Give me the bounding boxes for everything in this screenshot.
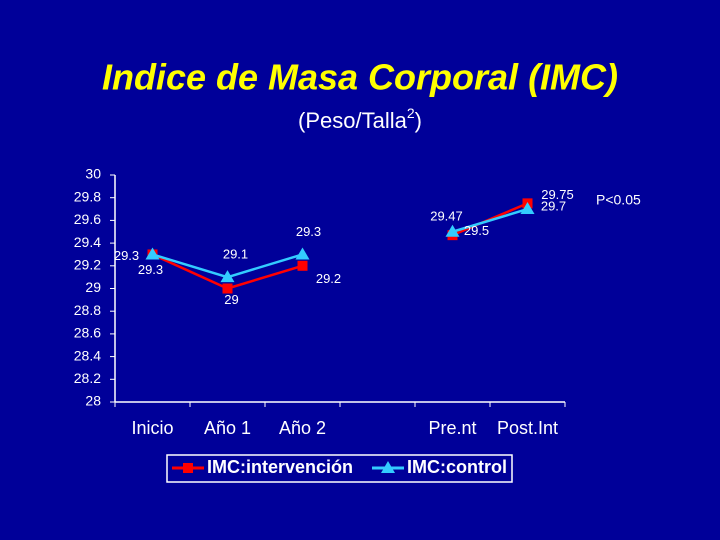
data-label: 29.7 — [541, 198, 566, 213]
legend-label: IMC:intervención — [207, 457, 353, 477]
point — [222, 283, 233, 294]
y-tick-label: 28.4 — [74, 347, 101, 363]
data-label: 29.2 — [316, 271, 341, 286]
data-label: 29 — [224, 292, 238, 307]
y-tick-label: 28.2 — [74, 370, 101, 386]
y-tick-label: 30 — [85, 166, 101, 182]
x-tick-label: Post.Int — [497, 418, 558, 438]
series-line — [452, 207, 528, 233]
point — [295, 247, 310, 260]
data-label: 29.3 — [114, 248, 139, 263]
y-tick-label: 29.4 — [74, 234, 101, 250]
annotation: P<0.05 — [596, 192, 641, 208]
data-label: 29.75 — [541, 187, 574, 202]
data-label: 29.47 — [430, 209, 463, 224]
point — [145, 247, 160, 260]
y-tick-label: 29.8 — [74, 188, 101, 204]
chart-title: Indice de Masa Corporal (IMC) — [102, 57, 618, 98]
legend-box — [166, 454, 513, 483]
x-tick-label: Año 2 — [279, 418, 326, 438]
y-tick-label: 29.2 — [74, 257, 101, 273]
subtitle-text: (Peso/Talla — [298, 108, 408, 133]
subtitle-text: ) — [415, 108, 422, 133]
point — [220, 270, 235, 283]
y-tick-label: 28.6 — [74, 325, 101, 341]
point — [445, 224, 460, 237]
legend-label: IMC:control — [407, 457, 507, 477]
point — [520, 202, 535, 215]
data-label: 29.3 — [138, 262, 163, 277]
chart-subtitle: (Peso/Talla2) — [298, 105, 422, 133]
point — [297, 260, 308, 271]
subtitle-sup: 2 — [407, 105, 415, 121]
legend-marker — [381, 461, 395, 473]
x-tick-label: Pre.nt — [428, 418, 476, 438]
y-tick-label: 29 — [85, 279, 101, 295]
y-tick-label: 28.8 — [74, 302, 101, 318]
y-tick-label: 28 — [85, 393, 101, 409]
data-label: 29.1 — [223, 247, 248, 262]
data-label: 29.5 — [464, 223, 489, 238]
x-tick-label: Año 1 — [204, 418, 251, 438]
x-tick-label: Inicio — [131, 418, 173, 438]
legend-marker — [183, 463, 193, 473]
y-tick-label: 29.6 — [74, 211, 101, 227]
data-label: 29.3 — [296, 224, 321, 239]
